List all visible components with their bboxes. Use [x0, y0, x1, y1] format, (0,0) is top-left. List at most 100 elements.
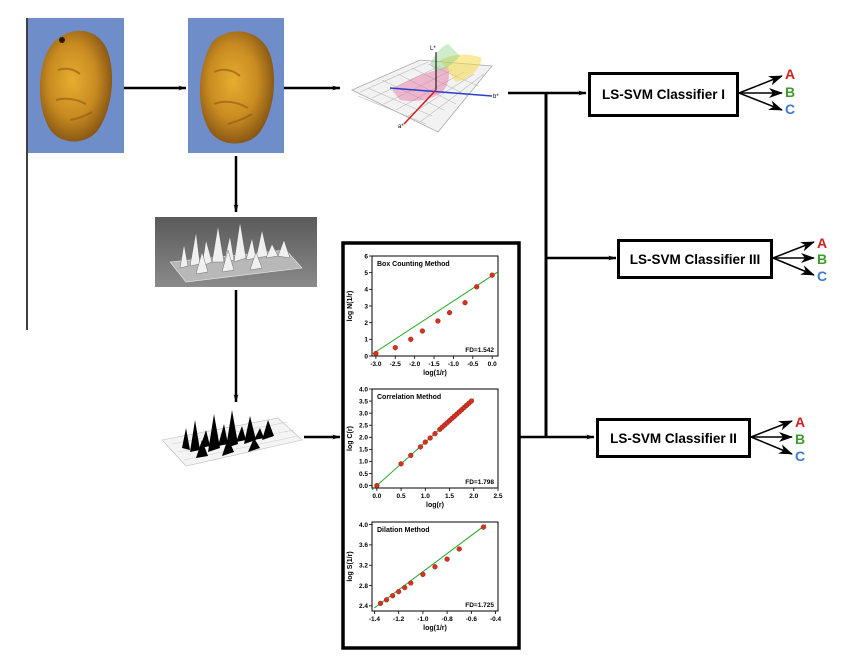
- data-point: [456, 546, 462, 552]
- classifier-1-output-b: B: [785, 84, 796, 100]
- classifier-2-box: LS-SVM Classifier II: [596, 418, 751, 458]
- plot-title: Dilation Method: [377, 527, 430, 534]
- x-tick-label: -1.4: [369, 616, 381, 623]
- data-point: [398, 461, 404, 467]
- classifier-2-output-c: C: [795, 448, 806, 464]
- data-point: [392, 345, 398, 351]
- data-point: [468, 398, 474, 404]
- x-tick-label: -0.6: [466, 616, 478, 623]
- y-tick-label: 2: [364, 320, 368, 327]
- classifier-2-output-b: B: [795, 431, 806, 447]
- data-point: [396, 589, 402, 595]
- classifier-3-output-a: A: [817, 235, 828, 251]
- x-axis-label: log(r): [426, 502, 444, 509]
- data-point: [417, 444, 424, 450]
- plot-3: -1.4 -1.2 -1.0 -0.8 -0.6 -0.4 2.4 2.8 3.2 3.6 4.0 D…: [347, 521, 502, 632]
- y-tick-label: 2.4: [359, 603, 368, 610]
- mango-photo-icon: [28, 18, 124, 153]
- classifier-3-output-arrow: [772, 257, 815, 276]
- y-tick-label: 2.0: [359, 435, 368, 442]
- lab-a-label: a*: [398, 124, 404, 130]
- x-tick-label: -0.5: [467, 361, 479, 368]
- classifier-1-output-arrow: [738, 75, 783, 94]
- x-tick-label: -1.0: [448, 361, 460, 368]
- fractal-plots: -3.0 -2.5 -2.0 -1.5 -1.0 -0.5 0.0 0 1 2 3 4 5 6 Box Co…: [347, 253, 503, 632]
- x-tick-label: 0.0: [372, 493, 381, 500]
- data-point: [432, 431, 438, 437]
- classifier-2-output-a: A: [795, 414, 806, 430]
- classifier-3-box: LS-SVM Classifier III: [617, 239, 773, 279]
- y-tick-label: 3.0: [359, 410, 368, 417]
- y-axis-label: log N(1/r): [347, 291, 354, 322]
- plot-annotation: FD=1.798: [465, 479, 494, 486]
- y-axis-label: log S(1/r): [347, 551, 354, 581]
- classifier-1-label: LS-SVM Classifier I: [601, 87, 726, 102]
- x-tick-label: 2.0: [469, 493, 478, 500]
- x-tick-label: -1.2: [393, 616, 405, 623]
- x-tick-label: -3.0: [370, 361, 382, 368]
- y-tick-label: 2.5: [359, 423, 368, 430]
- classifier-1-output-arrow: [738, 92, 783, 111]
- data-point: [408, 336, 414, 342]
- y-tick-label: 1.0: [359, 459, 368, 466]
- data-point: [432, 564, 438, 570]
- classifier-2-output-arrow: [750, 436, 793, 455]
- y-tick-label: 0: [364, 353, 368, 360]
- x-axis-label: log(1/r): [423, 625, 447, 632]
- grayscale-surface-icon: [155, 217, 317, 287]
- data-point: [419, 328, 426, 334]
- y-tick-label: 4.0: [359, 522, 368, 529]
- data-point: [408, 452, 414, 459]
- x-tick-label: -2.5: [390, 361, 402, 368]
- classifier-output-arrows: [738, 75, 815, 455]
- y-tick-label: 1: [364, 337, 368, 344]
- data-point: [480, 524, 487, 530]
- classifier-1-output-c: C: [785, 101, 796, 117]
- data-point: [420, 571, 426, 577]
- y-tick-label: 5: [364, 270, 368, 277]
- data-point: [374, 482, 380, 489]
- y-tick-label: 3.2: [359, 563, 368, 570]
- x-tick-label: 0.0: [488, 361, 497, 368]
- data-point: [408, 580, 414, 586]
- data-point: [373, 350, 379, 357]
- data-point: [462, 300, 468, 306]
- data-point: [377, 600, 384, 606]
- data-point: [446, 310, 453, 316]
- plot-title: Box Counting Method: [377, 261, 450, 268]
- y-tick-label: 4: [364, 287, 368, 294]
- y-tick-label: 3.5: [359, 398, 368, 405]
- data-point: [474, 284, 480, 290]
- classifier-2-output-arrow: [750, 420, 793, 438]
- data-point: [489, 272, 495, 278]
- y-tick-label: 1.5: [359, 447, 368, 454]
- data-point: [389, 593, 396, 599]
- plot-1: -3.0 -2.5 -2.0 -1.5 -1.0 -0.5 0.0 0 1 2 3 4 5 6 Box Co…: [347, 253, 499, 377]
- x-tick-label: -0.8: [442, 616, 454, 623]
- x-tick-label: 1.0: [421, 493, 430, 500]
- classifier-2-label: LS-SVM Classifier II: [610, 430, 737, 446]
- plot-frame: [371, 255, 499, 357]
- x-tick-label: -1.0: [417, 616, 429, 623]
- plot-annotation: FD=1.725: [465, 602, 494, 609]
- classifier-3-output-c: C: [817, 268, 828, 284]
- binary-surface-icon: [161, 410, 303, 467]
- data-point: [444, 556, 450, 562]
- y-tick-label: 3: [364, 303, 368, 310]
- mango-segmented-photo-icon: [188, 18, 284, 153]
- classifier-3-output-arrow: [772, 241, 815, 259]
- y-tick-label: 4.0: [359, 386, 368, 393]
- data-point: [402, 585, 408, 591]
- y-tick-label: 0.5: [359, 471, 368, 478]
- x-tick-label: -1.5: [428, 361, 440, 368]
- lab-b-label: b*: [493, 94, 499, 100]
- x-tick-label: 1.5: [445, 493, 454, 500]
- plot-title: Correlation Method: [377, 394, 441, 401]
- classifier-1-output-a: A: [785, 66, 796, 82]
- lab-l-label: L*: [430, 46, 436, 52]
- x-axis-label: log(1/r): [423, 370, 447, 377]
- data-point: [422, 439, 428, 445]
- y-tick-label: 0.0: [359, 483, 368, 490]
- classifier-3-label: LS-SVM Classifier III: [629, 251, 761, 267]
